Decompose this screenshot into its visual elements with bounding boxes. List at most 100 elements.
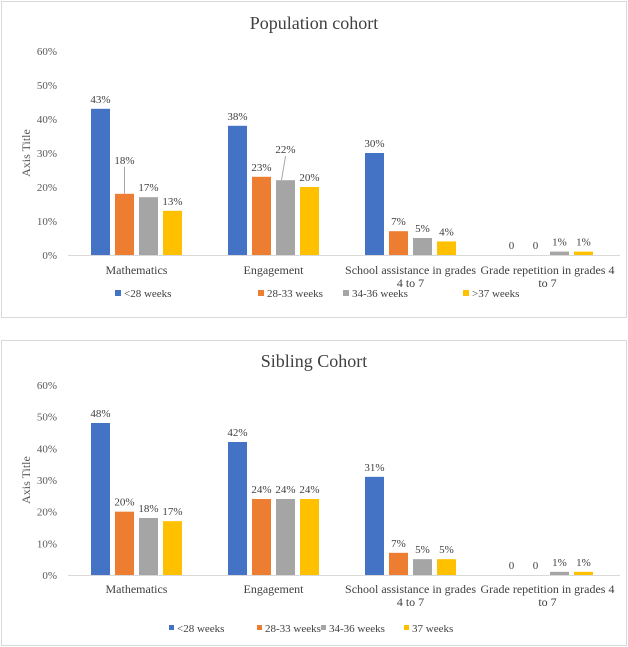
data-label: 30% <box>364 138 384 150</box>
bar-37-weeks-3 <box>437 559 456 575</box>
legend-label: 34-36 weeks <box>329 623 385 635</box>
data-label: 7% <box>391 216 406 228</box>
category-label: Engagement <box>244 263 305 277</box>
legend-swatch-28-weeks <box>115 290 121 296</box>
data-label: 13% <box>162 196 182 208</box>
data-label: 0 <box>509 560 515 572</box>
bar-28-weeks-3 <box>365 153 384 255</box>
y-tick-label: 20% <box>37 182 57 194</box>
legend-swatch-37-weeks <box>463 290 469 296</box>
legend-label: <28 weeks <box>177 623 224 635</box>
data-label: 5% <box>439 544 454 556</box>
bar-28-33-weeks-2 <box>252 499 271 575</box>
legend-swatch-28-33-weeks <box>258 290 264 296</box>
legend-swatch-34-36-weeks <box>321 625 326 630</box>
y-tick-label: 30% <box>37 475 57 487</box>
y-tick-label: 0% <box>42 570 57 582</box>
y-tick-label: 50% <box>37 80 57 92</box>
y-tick-label: 60% <box>37 380 57 392</box>
data-label: 17% <box>138 182 158 194</box>
y-tick-label: 10% <box>37 538 57 550</box>
y-tick-label: 40% <box>37 114 57 126</box>
data-label: 17% <box>162 506 182 518</box>
bar-37-weeks-4 <box>574 251 593 255</box>
bar-37-weeks-2 <box>300 499 319 575</box>
data-label: 38% <box>227 111 247 123</box>
bar-28-weeks-1 <box>91 108 110 255</box>
bar-37-weeks-4 <box>574 571 593 575</box>
y-tick-label: 60% <box>37 46 57 58</box>
category-label: Engagement <box>244 582 305 596</box>
sibling-cohort-svg: Sibling Cohort Axis Title 0% 10% 20% 30% 40% 50… <box>19 351 620 635</box>
legend-swatch-37-weeks <box>404 625 409 630</box>
category-label: School assistance in grades <box>345 582 476 596</box>
data-label: 0 <box>533 240 539 252</box>
legend-swatch-28-weeks <box>169 625 174 630</box>
data-label: 43% <box>90 94 110 106</box>
y-axis-title: Axis Title <box>19 456 33 504</box>
data-label: 5% <box>415 223 430 235</box>
data-label: 22% <box>275 144 295 156</box>
bar-34-36-weeks-3 <box>413 559 432 575</box>
y-tick-label: 30% <box>37 148 57 160</box>
bar-34-36-weeks-1 <box>139 197 158 255</box>
data-label: 18% <box>114 155 134 167</box>
bar-37-weeks-1 <box>163 210 182 255</box>
bar-34-36-weeks-2 <box>276 180 295 255</box>
legend-label: 37 weeks <box>412 623 453 635</box>
y-tick-label: 10% <box>37 216 57 228</box>
legend-label: >37 weeks <box>472 288 519 300</box>
data-label: 5% <box>415 544 430 556</box>
data-label: 1% <box>552 557 567 569</box>
data-label: 4% <box>439 226 454 238</box>
sibling-cohort-chart: Sibling Cohort Axis Title 0% 10% 20% 30% 40% 50… <box>1 340 627 646</box>
bar-28-weeks-3 <box>365 476 384 575</box>
legend-swatch-28-33-weeks <box>257 625 262 630</box>
legend-swatch-34-36-weeks <box>343 290 349 296</box>
bar-28-33-weeks-1 <box>115 193 134 255</box>
category-label: Grade repetition in grades 4 <box>481 582 615 596</box>
data-label: 18% <box>138 503 158 515</box>
bar-28-33-weeks-1 <box>115 511 134 575</box>
legend-label: <28 weeks <box>124 288 171 300</box>
bar-34-36-weeks-4 <box>550 571 569 575</box>
y-axis-title: Axis Title <box>19 129 33 177</box>
data-label: 1% <box>576 237 591 249</box>
category-label: Mathematics <box>106 263 168 277</box>
bar-28-33-weeks-2 <box>252 176 271 255</box>
bar-34-36-weeks-1 <box>139 518 158 575</box>
bar-37-weeks-1 <box>163 521 182 575</box>
bar-34-36-weeks-2 <box>276 499 295 575</box>
population-cohort-svg: Population cohort Axis Title 0% 10% 20% 30% 40… <box>19 13 620 300</box>
data-label: 1% <box>576 557 591 569</box>
bar-28-33-weeks-3 <box>389 552 408 575</box>
chart-title: Sibling Cohort <box>261 351 368 371</box>
bar-28-weeks-1 <box>91 423 110 575</box>
category-label: Mathematics <box>106 582 168 596</box>
data-label: 48% <box>90 408 110 420</box>
bar-28-weeks-2 <box>228 442 247 575</box>
y-tick-label: 40% <box>37 443 57 455</box>
category-label: to 7 <box>538 276 556 290</box>
category-label: 4 to 7 <box>397 595 424 609</box>
legend-label: 34-36 weeks <box>352 288 408 300</box>
bar-28-33-weeks-3 <box>389 231 408 255</box>
data-label: 24% <box>299 484 319 496</box>
data-label: 23% <box>251 162 271 174</box>
population-cohort-chart: Population cohort Axis Title 0% 10% 20% 30% 40… <box>1 1 627 318</box>
category-label: School assistance in grades <box>345 263 476 277</box>
category-label: to 7 <box>538 595 556 609</box>
data-label: 42% <box>227 427 247 439</box>
data-label: 7% <box>391 538 406 550</box>
chart-title: Population cohort <box>250 13 379 33</box>
data-label: 20% <box>299 172 319 184</box>
data-label-leader <box>281 156 286 181</box>
category-label: Grade repetition in grades 4 <box>481 263 615 277</box>
data-label: 24% <box>275 484 295 496</box>
data-label: 1% <box>552 237 567 249</box>
legend-label: 28-33 weeks <box>265 623 321 635</box>
bar-28-weeks-2 <box>228 125 247 255</box>
legend-label: 28-33 weeks <box>267 288 323 300</box>
data-label: 0 <box>509 240 515 252</box>
bar-37-weeks-3 <box>437 241 456 255</box>
